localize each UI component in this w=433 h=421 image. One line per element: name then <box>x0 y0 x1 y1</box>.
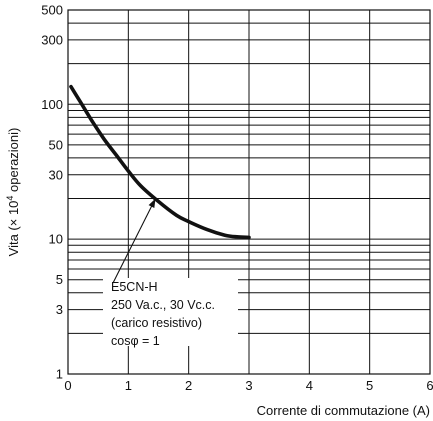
y-axis-label-main: Vita (× 10 <box>6 201 21 257</box>
annotation: E5CN-H 250 Va.c., 30 Vc.c. (carico resis… <box>103 198 238 348</box>
y-tick-label: 300 <box>41 32 63 47</box>
x-tick-label: 0 <box>64 378 71 393</box>
x-tick-labels: 0 1 2 3 4 5 6 <box>64 378 433 393</box>
x-tick-label: 1 <box>125 378 132 393</box>
y-axis-label-suffix: operazioni) <box>6 128 21 196</box>
life-curve <box>69 84 251 240</box>
y-tick-labels: 1 3 5 10 30 50 100 300 500 <box>41 3 63 382</box>
annotation-line-1: E5CN-H <box>111 280 158 294</box>
annotation-background <box>103 278 238 346</box>
y-tick-label: 50 <box>49 137 63 152</box>
y-tick-label: 100 <box>41 97 63 112</box>
annotation-line-3: (carico resistivo) <box>111 316 202 330</box>
x-axis-label: Corrente di commutazione (A) <box>257 403 430 418</box>
y-tick-label: 500 <box>41 3 63 18</box>
x-tick-label: 2 <box>185 378 192 393</box>
x-tick-label: 3 <box>245 378 252 393</box>
annotation-arrow <box>112 198 156 284</box>
y-tick-label: 30 <box>49 167 63 182</box>
y-tick-label: 3 <box>56 302 63 317</box>
annotation-line-4: cosφ = 1 <box>111 334 160 348</box>
y-tick-label: 10 <box>49 232 63 247</box>
annotation-arrowhead <box>148 198 156 208</box>
annotation-line-2: 250 Va.c., 30 Vc.c. <box>111 298 215 312</box>
x-tick-label: 5 <box>366 378 373 393</box>
y-axis-label-exponent: 4 <box>5 196 15 201</box>
x-tick-label: 4 <box>306 378 313 393</box>
y-tick-label: 1 <box>56 367 63 382</box>
x-tick-label: 6 <box>426 378 433 393</box>
plot-frame <box>67 9 431 375</box>
y-axis-label: Vita (× 104 operazioni) <box>5 128 21 257</box>
y-tick-label: 5 <box>56 272 63 287</box>
